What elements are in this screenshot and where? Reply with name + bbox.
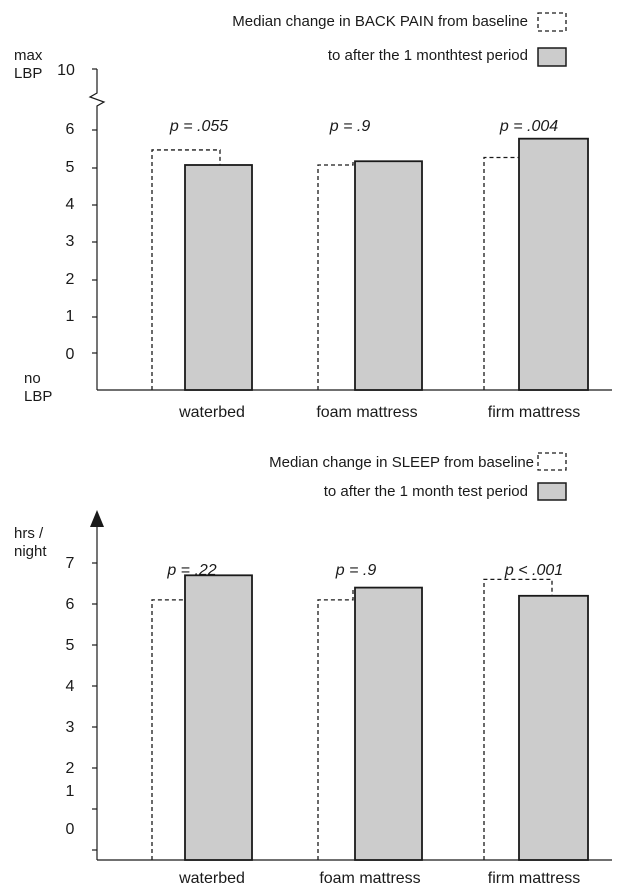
- sleep-ytick-label: 7: [66, 555, 75, 572]
- backpain-y-ticks: 10 6 5 4 3 2 1 0: [57, 62, 97, 363]
- backpain-ylabel-max: max: [14, 47, 43, 64]
- sleep-category-label: foam mattress: [319, 870, 420, 887]
- sleep-pvalue: p < .001: [504, 562, 563, 579]
- sleep-legend-after-label: to after the 1 month test period: [324, 483, 528, 500]
- backpain-chart: Median change in BACK PAIN from baseline…: [14, 12, 612, 421]
- sleep-ylabel-unit-line2: night: [14, 543, 47, 560]
- sleep-after-bar: [354, 586, 423, 861]
- sleep-pvalue: p = .22: [166, 562, 216, 579]
- sleep-after-bar: [184, 574, 253, 861]
- backpain-ytick-label: 1: [66, 308, 75, 325]
- backpain-ytick-label: 6: [66, 121, 75, 138]
- sleep-ytick-label: 3: [66, 719, 75, 736]
- sleep-ytick-label: 5: [66, 637, 75, 654]
- backpain-category-label: firm mattress: [488, 404, 580, 421]
- backpain-baseline-bar: [317, 161, 354, 390]
- backpain-category-label: waterbed: [178, 404, 245, 421]
- sleep-y-axis-arrow-icon: [90, 510, 104, 527]
- backpain-ylabel-lbp-top: LBP: [14, 65, 42, 82]
- backpain-legend-after-label: to after the 1 monthtest period: [328, 47, 528, 64]
- backpain-after-bar: [354, 160, 423, 391]
- backpain-bars: [151, 137, 589, 391]
- sleep-ytick-label: 4: [66, 678, 75, 695]
- sleep-pvalue: p = .9: [335, 562, 377, 579]
- backpain-after-bar: [518, 137, 589, 391]
- sleep-legend: Median change in SLEEP from baseline to …: [269, 452, 567, 501]
- sleep-y-ticks: 7 6 5 4 3 2 1 0: [66, 555, 97, 851]
- backpain-category-label: foam mattress: [316, 404, 417, 421]
- sleep-ytick-label: 6: [66, 596, 75, 613]
- backpain-pvalue: p = .055: [169, 118, 228, 135]
- backpain-ytick-label: 4: [66, 196, 75, 213]
- backpain-after-bar: [184, 164, 253, 391]
- backpain-pvalue: p = .9: [329, 118, 371, 135]
- backpain-pvalue: p = .004: [499, 118, 558, 135]
- sleep-ytick-label: 1: [66, 783, 75, 800]
- backpain-ytick-label: 5: [66, 159, 75, 176]
- backpain-legend-after-swatch: [537, 47, 567, 67]
- sleep-ytick-label: 2: [66, 760, 75, 777]
- backpain-ytick-label: 3: [66, 233, 75, 250]
- backpain-y-axis: [88, 69, 106, 390]
- backpain-ylabel-no: no: [24, 370, 41, 387]
- sleep-baseline-bar: [317, 587, 354, 860]
- sleep-legend-baseline-label: Median change in SLEEP from baseline: [269, 454, 534, 471]
- backpain-baseline-bar: [151, 149, 221, 390]
- backpain-legend-baseline-label: Median change in BACK PAIN from baseline: [232, 13, 528, 30]
- backpain-legend-baseline-swatch: [537, 12, 567, 32]
- sleep-ytick-label: 0: [66, 821, 75, 838]
- backpain-legend: Median change in BACK PAIN from baseline…: [232, 12, 567, 67]
- sleep-ylabel-unit-line1: hrs /: [14, 525, 44, 542]
- sleep-bars: [151, 574, 589, 861]
- backpain-ytick-label: 0: [66, 346, 75, 363]
- sleep-chart: Median change in SLEEP from baseline to …: [14, 452, 612, 887]
- backpain-ytick-label: 10: [57, 62, 75, 79]
- backpain-ytick-label: 2: [66, 271, 75, 288]
- backpain-ylabel-lbp-bottom: LBP: [24, 388, 52, 405]
- sleep-category-label: waterbed: [178, 870, 245, 887]
- sleep-legend-after-swatch: [537, 482, 567, 501]
- sleep-legend-baseline-swatch: [537, 452, 567, 471]
- sleep-category-label: firm mattress: [488, 870, 580, 887]
- sleep-after-bar: [518, 594, 589, 861]
- sleep-baseline-bar: [483, 578, 553, 860]
